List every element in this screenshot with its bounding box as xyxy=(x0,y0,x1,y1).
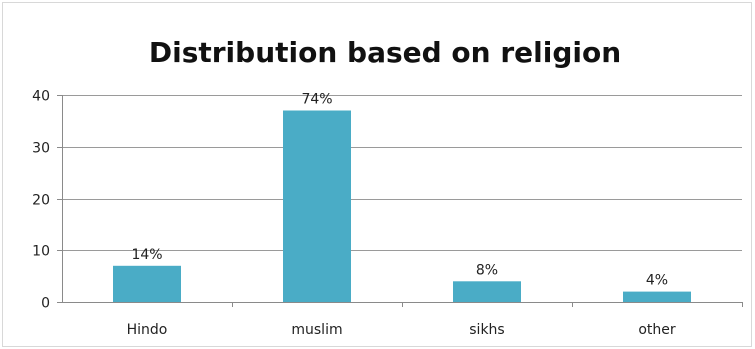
y-tick-label-0: 0 xyxy=(41,296,50,312)
x-tick-label-sikhs: sikhs xyxy=(469,322,504,338)
bar-other xyxy=(623,291,691,302)
data-label-sikhs: 8% xyxy=(476,262,498,278)
y-tick-label-30: 30 xyxy=(32,141,50,157)
data-labels: 14% 74% 8% 4% xyxy=(131,92,668,289)
tick-labels: 0 10 20 30 40 Hindo muslim sikhs other xyxy=(32,89,676,339)
data-label-other: 4% xyxy=(646,273,668,289)
y-tick-label-20: 20 xyxy=(32,193,50,209)
x-tick-label-muslim: muslim xyxy=(291,322,342,338)
bars xyxy=(113,110,691,302)
bar-muslim xyxy=(283,110,351,302)
bar-sikhs xyxy=(453,281,521,302)
chart-title: Distribution based on religion xyxy=(149,36,621,69)
x-tick-label-other: other xyxy=(638,322,676,338)
y-tick-label-10: 10 xyxy=(32,244,50,260)
data-label-muslim: 74% xyxy=(301,92,332,108)
gridlines xyxy=(62,95,742,251)
y-tick-label-40: 40 xyxy=(32,89,50,105)
data-label-Hindo: 14% xyxy=(131,247,162,263)
x-tick-label-Hindo: Hindo xyxy=(127,322,168,338)
bar-Hindo xyxy=(113,265,181,302)
axes xyxy=(57,95,743,307)
